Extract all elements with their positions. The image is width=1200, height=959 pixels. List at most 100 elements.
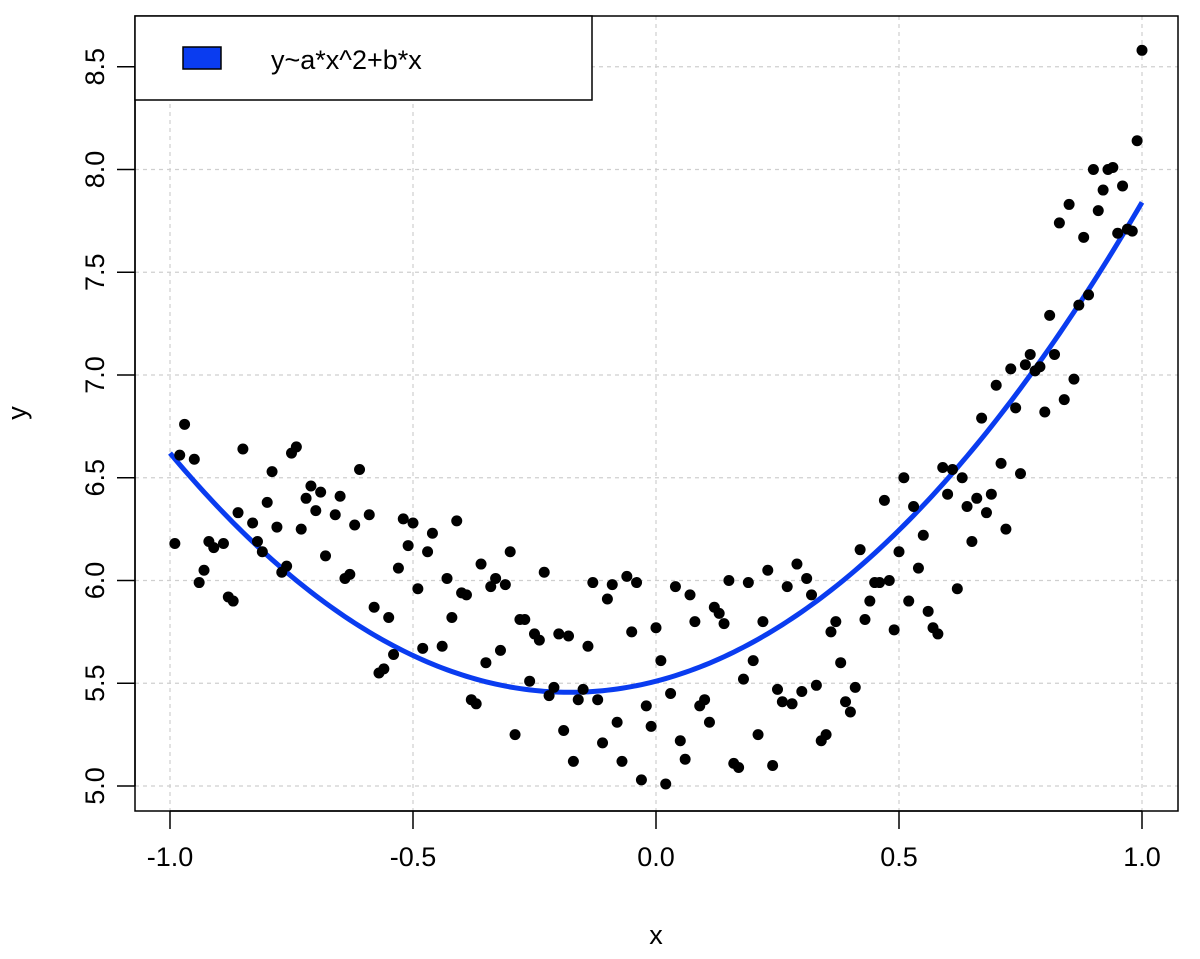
data-point	[946, 464, 958, 476]
data-point	[611, 716, 623, 728]
data-point	[402, 540, 414, 552]
data-point	[572, 694, 584, 706]
data-point	[1039, 406, 1051, 418]
data-point	[1063, 198, 1075, 210]
data-point	[684, 589, 696, 601]
fit-curve	[168, 201, 1145, 695]
data-point	[1049, 348, 1061, 360]
data-point	[961, 501, 973, 513]
data-point	[937, 461, 949, 473]
data-point	[490, 572, 502, 584]
data-point	[256, 546, 268, 558]
data-point	[1000, 523, 1012, 535]
data-point	[689, 616, 701, 628]
data-point	[825, 626, 837, 638]
data-point	[679, 753, 691, 765]
y-axis-title: y	[2, 406, 32, 420]
data-point	[874, 577, 886, 589]
data-point	[441, 572, 453, 584]
data-point	[835, 657, 847, 669]
data-point	[543, 690, 555, 702]
data-point	[392, 562, 404, 574]
data-point	[912, 562, 924, 574]
data-point	[635, 774, 647, 786]
data-point	[655, 655, 667, 667]
data-point	[1097, 184, 1109, 196]
data-point	[703, 716, 715, 728]
data-point	[956, 472, 968, 484]
data-point	[563, 630, 575, 642]
data-point	[179, 418, 191, 430]
data-point	[650, 622, 662, 634]
data-point	[1034, 361, 1046, 373]
data-point	[932, 628, 944, 640]
data-point	[786, 698, 798, 710]
data-point	[310, 505, 322, 517]
data-point	[354, 464, 366, 476]
data-point	[606, 579, 618, 591]
data-point	[451, 515, 463, 527]
data-point	[995, 457, 1007, 469]
data-point	[538, 566, 550, 578]
data-point	[699, 694, 711, 706]
data-point	[762, 564, 774, 576]
data-point	[820, 729, 832, 741]
data-point	[859, 614, 871, 626]
data-point	[669, 581, 681, 593]
data-point	[1083, 289, 1095, 301]
data-point	[1112, 227, 1124, 239]
data-points	[169, 44, 1148, 790]
data-point	[990, 379, 1002, 391]
data-point	[621, 570, 633, 582]
x-tick-label: 1.0	[1123, 842, 1161, 872]
data-point	[888, 624, 900, 636]
data-point	[533, 634, 545, 646]
data-point	[480, 657, 492, 669]
data-point	[772, 683, 783, 695]
data-point	[281, 560, 293, 572]
data-point	[290, 441, 302, 453]
data-point	[320, 550, 332, 562]
data-point	[893, 546, 905, 558]
data-point	[713, 607, 725, 619]
data-point	[631, 577, 643, 589]
data-point	[198, 564, 210, 576]
data-point	[1044, 309, 1056, 321]
y-tick-label: 7.0	[80, 356, 110, 394]
data-point	[582, 640, 594, 652]
data-point	[908, 501, 920, 513]
data-point	[980, 507, 992, 519]
data-point	[295, 523, 307, 535]
data-point	[810, 679, 822, 691]
data-point	[883, 575, 895, 586]
data-point	[237, 443, 249, 455]
data-point	[519, 614, 531, 626]
data-point	[840, 696, 852, 708]
x-tick-label: -1.0	[147, 842, 194, 872]
data-point	[378, 663, 390, 675]
legend-swatch	[182, 46, 222, 70]
data-point	[864, 595, 876, 607]
data-point	[188, 453, 200, 465]
data-point	[266, 466, 278, 478]
data-point	[300, 492, 312, 504]
data-point	[553, 628, 565, 640]
data-point	[363, 509, 375, 521]
y-tick-label: 5.5	[80, 664, 110, 702]
data-point	[733, 762, 745, 774]
data-point	[849, 681, 861, 693]
x-tick-label: -0.5	[390, 842, 437, 872]
data-point	[597, 737, 609, 749]
data-point	[1087, 164, 1099, 175]
data-point	[737, 673, 749, 685]
data-point	[781, 581, 793, 593]
data-point	[499, 579, 511, 591]
data-point	[796, 685, 808, 697]
data-point	[577, 683, 589, 695]
data-point	[193, 577, 205, 589]
data-point	[329, 509, 341, 521]
data-point	[1058, 394, 1070, 406]
data-point	[1092, 205, 1104, 217]
